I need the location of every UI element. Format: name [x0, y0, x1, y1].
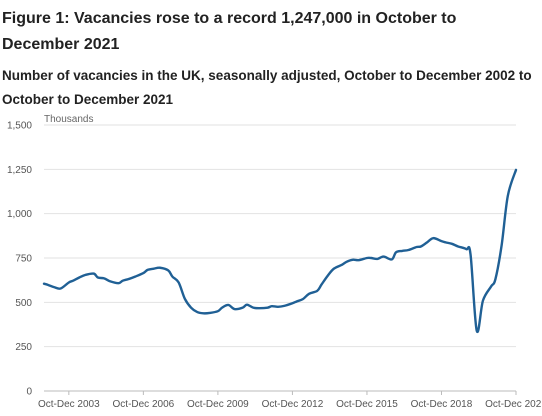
- y-tick-label: 250: [15, 342, 32, 353]
- x-tick-label: Oct-Dec 2003: [38, 399, 100, 410]
- figure-title: Figure 1: Vacancies rose to a record 1,2…: [2, 10, 457, 53]
- x-tick-label: Oct-Dec 2018: [411, 399, 473, 410]
- x-axis: Oct-Dec 2003 Oct-Dec 2006 Oct-Dec 2009 Oct-…: [38, 391, 542, 410]
- vacancies-series-line: [42, 168, 518, 334]
- series-layer: [42, 168, 518, 334]
- y-axis-unit-label: Thousands: [44, 114, 93, 125]
- x-tick-label: Oct-Dec 2015: [336, 399, 398, 410]
- y-tick-label: 1,000: [7, 209, 32, 220]
- x-tick-label: Oct-Dec 2006: [113, 399, 175, 410]
- y-tick-label: 1,500: [7, 121, 32, 132]
- y-tick-label: 0: [26, 387, 32, 398]
- x-tick-label: Oct-Dec 2009: [187, 399, 249, 410]
- x-tick-label: Oct-Dec 2012: [262, 399, 324, 410]
- y-axis: 0 250 500 750 1,000 1,250 1,500: [7, 121, 32, 398]
- y-tick-label: 500: [15, 298, 32, 309]
- y-tick-label: 1,250: [7, 165, 32, 176]
- x-tick-label: Oct-Dec 2021: [485, 399, 542, 410]
- y-tick-label: 750: [15, 254, 32, 265]
- figure-subtitle: Number of vacancies in the UK, seasonall…: [2, 68, 532, 107]
- gridlines: [44, 124, 516, 392]
